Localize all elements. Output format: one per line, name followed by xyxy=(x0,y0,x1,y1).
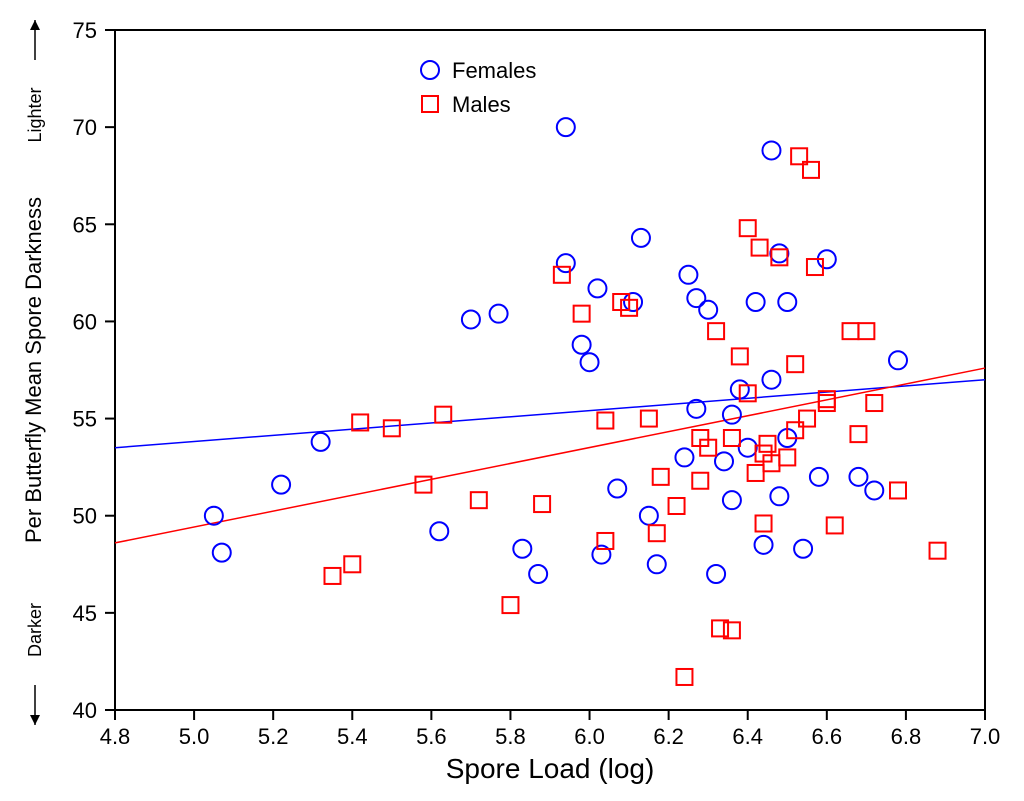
x-tick-label: 5.4 xyxy=(337,724,368,749)
y-tick-label: 55 xyxy=(73,407,97,432)
scatter-chart: 4.8 5.0 5.2 5.4 5.6 5.8 6.0 6.2 6.4 6.6 6.8 7.0 40 45… xyxy=(0,0,1024,801)
x-tick-label: 5.8 xyxy=(495,724,526,749)
x-tick-label: 5.0 xyxy=(179,724,210,749)
y-tick-label: 70 xyxy=(73,115,97,140)
x-tick-label: 7.0 xyxy=(970,724,1001,749)
x-tick-label: 6.8 xyxy=(891,724,922,749)
y-axis-label-group: Darker Per Butterfly Mean Spore Darkness L… xyxy=(21,20,46,725)
y-tick-label: 65 xyxy=(73,212,97,237)
chart-svg: 4.8 5.0 5.2 5.4 5.6 5.8 6.0 6.2 6.4 6.6 6.8 7.0 40 45… xyxy=(0,0,1024,801)
x-tick-label: 6.0 xyxy=(574,724,605,749)
x-tick-label: 5.6 xyxy=(416,724,447,749)
x-tick-label: 4.8 xyxy=(100,724,131,749)
x-tick-label: 6.6 xyxy=(812,724,843,749)
x-tick-label: 6.4 xyxy=(732,724,763,749)
x-tick-label: 5.2 xyxy=(258,724,289,749)
y-tick-label: 60 xyxy=(73,309,97,334)
legend-label: Females xyxy=(452,58,536,83)
x-axis-label: Spore Load (log) xyxy=(446,753,655,784)
y-tick-label: 75 xyxy=(73,18,97,43)
y-axis-darker: Darker xyxy=(25,603,45,657)
legend-label: Males xyxy=(452,92,511,117)
x-tick-label: 6.2 xyxy=(653,724,684,749)
y-axis-main: Per Butterfly Mean Spore Darkness xyxy=(21,197,46,543)
y-tick-label: 40 xyxy=(73,698,97,723)
y-axis-lighter: Lighter xyxy=(25,87,45,142)
y-tick-label: 50 xyxy=(73,504,97,529)
y-tick-label: 45 xyxy=(73,601,97,626)
